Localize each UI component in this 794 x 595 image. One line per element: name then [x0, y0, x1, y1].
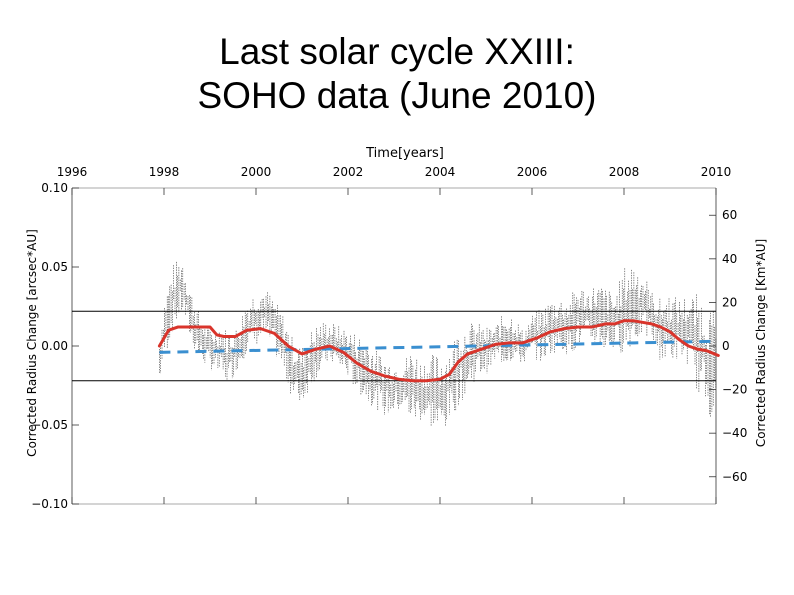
- x-axis-title: Time[years]: [365, 146, 444, 161]
- x-tick-label: 2008: [609, 165, 640, 179]
- slide-title: Last solar cycle XXIII: SOHO data (June …: [0, 30, 794, 118]
- smoothed-line: [157, 319, 720, 383]
- x-tick-label: 2004: [425, 165, 456, 179]
- x-tick-label: 2006: [517, 165, 548, 179]
- x-tick-label: 2000: [241, 165, 272, 179]
- x-tick-label: 2002: [333, 165, 364, 179]
- y-tick-label-right: 20: [722, 295, 737, 309]
- slide-title-line-2: SOHO data (June 2010): [197, 75, 597, 116]
- y-tick-label-left: 0.10: [41, 181, 68, 195]
- slide-title-line-1: Last solar cycle XXIII:: [219, 31, 575, 72]
- y-tick-label-left: −0.05: [31, 418, 68, 432]
- y-tick-label-right: 0: [722, 339, 730, 353]
- y-tick-label-right: −40: [722, 426, 747, 440]
- y-tick-label-right: −20: [722, 383, 747, 397]
- x-tick-label: 1998: [149, 165, 180, 179]
- y-tick-label-left: −0.10: [31, 497, 68, 511]
- y-tick-label-right: 40: [722, 252, 737, 266]
- y-tick-label-left: 0.05: [41, 260, 68, 274]
- trend-series: [159, 339, 717, 354]
- smoothed-series: [157, 319, 720, 383]
- x-tick-label: 1996: [57, 165, 88, 179]
- axes: 1996 1998 2000 2002 2004 2006 2008 2010 0.10 0.05…: [31, 165, 747, 511]
- reference-lines: [72, 310, 716, 382]
- y-axis-title-left: Corrected Radius Change [arcsec*AU]: [25, 229, 39, 457]
- y-tick-label-left: 0.00: [41, 339, 68, 353]
- y-tick-label-right: 60: [722, 208, 737, 222]
- x-tick-label: 2010: [701, 165, 732, 179]
- y-tick-label-right: −60: [722, 470, 747, 484]
- plot-frame: [71, 187, 717, 505]
- trend-line: [159, 339, 717, 354]
- y-axis-title-right: Corrected Radius Change [Km*AU]: [754, 239, 768, 447]
